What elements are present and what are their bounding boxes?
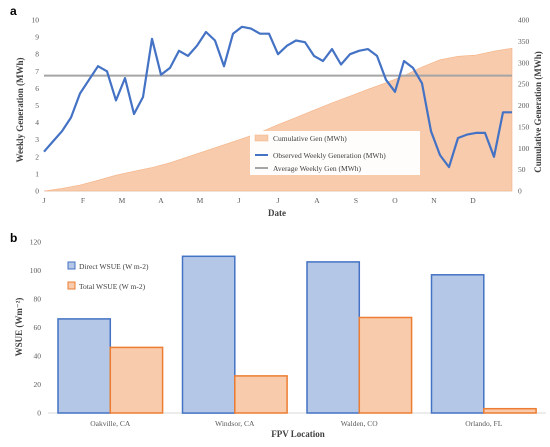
left-y-tick-label: 6 [35,84,39,93]
direct-wsue-bar [57,318,112,414]
legend-swatch-cumulative [254,134,269,142]
panel-b-plot [48,255,546,414]
right-y-tick-label: 200 [518,101,530,110]
legend-label-total: Total WSUE (W m-2) [79,282,146,291]
x-tick-label: M [119,196,126,205]
x-tick-label: J [238,196,241,205]
x-tick-label: J [43,196,46,205]
left-y-tick-label: 8 [35,50,39,59]
y-tick-label: 120 [30,238,42,247]
right-y-tick-label: 400 [518,16,530,25]
panel-a-left-y-title: Weekly Generation (MWh) [15,58,25,163]
direct-wsue-bar [306,261,361,414]
legend-label-observed: Observed Weekly Generation (MWh) [273,151,386,160]
category-label: Windsor, CA [215,419,255,428]
left-y-tick-label: 7 [35,67,39,76]
category-label: Oakville, CA [90,419,131,428]
panel-a-label: a [10,4,17,18]
legend-swatch-total [67,281,76,290]
y-tick-label: 80 [34,295,42,304]
left-y-tick-label: 3 [35,135,39,144]
panel-b-legend: Direct WSUE (W m-2) Total WSUE (W m-2) [67,261,149,291]
panel-b-x-title: FPV Location [271,429,325,439]
direct-wsue-bar [181,255,236,414]
x-tick-label: N [431,196,437,205]
x-tick-label: S [354,196,358,205]
panel-a-x-title: Date [268,208,286,218]
right-y-tick-label: 350 [518,37,530,46]
total-wsue-bar [109,346,164,414]
panel-a-right-y-title: Cumulative Generation (MWh) [533,51,543,173]
panel-b-label: b [10,231,17,245]
panel-a-legend: Cumulative Gen (MWh) Observed Weekly Gen… [250,131,420,175]
left-y-tick-label: 5 [35,101,39,110]
left-y-tick-label: 0 [35,187,39,196]
x-tick-label: O [392,196,398,205]
panel-a-right-axis: 0 50 100 150 200 250 300 350 400 [518,16,530,196]
x-tick-label: D [470,196,476,205]
y-tick-label: 0 [37,409,41,418]
x-tick-label: M [197,196,204,205]
panel-b-x-axis: Oakville, CA Windsor, CA Walden, CO Orlando… [90,419,502,428]
direct-wsue-bar [430,274,485,414]
legend-label-cumulative: Cumulative Gen (MWh) [273,134,347,143]
legend-swatch-direct [67,261,76,270]
panel-b-y-axis: 0 20 40 60 80 100 120 [30,238,42,418]
legend-label-average: Average Weekly Gen (MWh) [273,164,362,173]
left-y-tick-label: 9 [35,33,39,42]
left-y-tick-label: 4 [35,118,39,127]
right-y-tick-label: 100 [518,144,530,153]
right-y-tick-label: 0 [518,187,522,196]
right-y-tick-label: 50 [518,165,526,174]
x-tick-label: J [277,196,280,205]
y-tick-label: 100 [30,266,42,275]
x-tick-label: F [81,196,85,205]
y-tick-label: 20 [34,380,42,389]
right-y-tick-label: 250 [518,80,530,89]
left-y-tick-label: 2 [35,152,39,161]
left-y-tick-label: 10 [32,16,40,25]
panel-a-legend-box [250,131,420,175]
left-y-tick-label: 1 [35,169,39,178]
right-y-tick-label: 150 [518,122,530,131]
y-tick-label: 40 [34,352,42,361]
legend-label-direct: Direct WSUE (W m-2) [79,262,149,271]
category-label: Walden, CO [341,419,378,428]
x-tick-label: A [158,196,164,205]
category-label: Orlando, FL [465,419,502,428]
total-wsue-bar [483,407,537,414]
panel-b-y-title: WSUE (Wm⁻²) [14,298,24,357]
total-wsue-bar [358,316,413,414]
right-y-tick-label: 300 [518,58,530,67]
y-tick-label: 60 [34,323,42,332]
total-wsue-bar [234,375,288,414]
panel-a-left-axis: 0 1 2 3 4 5 6 7 8 9 10 [32,16,40,196]
x-tick-label: A [314,196,320,205]
observed-weekly-generation-line [43,25,512,169]
